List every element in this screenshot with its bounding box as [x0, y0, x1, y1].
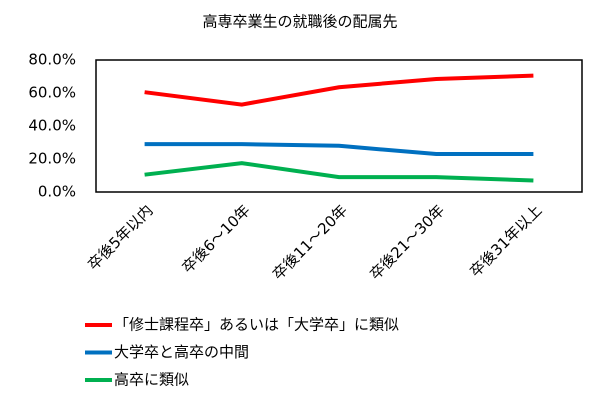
plot-frame	[95, 59, 583, 193]
y-tick-label: 80.0%	[28, 51, 76, 69]
series-line	[144, 73, 534, 107]
legend-label: 高卒に類似	[114, 371, 189, 389]
series-line	[144, 142, 534, 157]
y-tick-label: 20.0%	[28, 150, 76, 168]
x-tick-label: 卒後21～30年	[366, 201, 448, 283]
legend-label: 大学卒と高卒の中間	[114, 343, 249, 361]
y-tick-label: 0.0%	[38, 183, 76, 201]
chart-title: 高専卒業生の就職後の配属先	[202, 13, 397, 31]
legend-label: 「修士課程卒」あるいは「大学卒」に類似	[114, 316, 399, 334]
x-tick-label: 卒後6～10年	[178, 201, 253, 276]
y-tick-label: 60.0%	[28, 84, 76, 102]
x-tick-label: 卒後5年以内	[84, 201, 157, 274]
x-tick-label: 卒後11～20年	[269, 201, 351, 283]
x-tick-label: 卒後31年以上	[466, 201, 545, 280]
series-line	[144, 161, 534, 183]
y-tick-label: 40.0%	[28, 117, 76, 135]
